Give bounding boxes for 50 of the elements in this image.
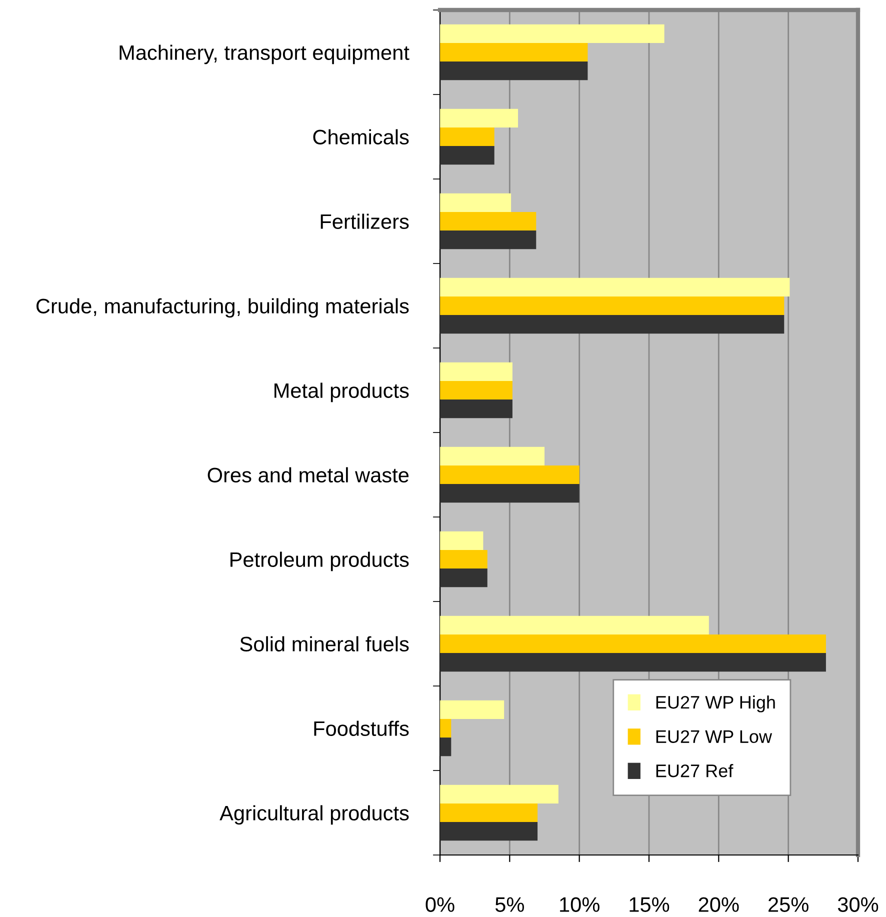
bar xyxy=(440,634,826,654)
legend-label: EU27 Ref xyxy=(656,764,734,778)
x-tick-label: 10% xyxy=(560,897,600,912)
x-tick-label: 20% xyxy=(698,897,739,912)
bar xyxy=(440,380,512,400)
legend-label: EU27 WP Low xyxy=(656,730,772,743)
bar xyxy=(440,550,488,569)
bar xyxy=(440,108,518,128)
y-tick-label: Machinery, transport equipment xyxy=(120,44,410,64)
bar xyxy=(440,531,484,550)
bar xyxy=(440,296,784,316)
bar xyxy=(440,127,494,146)
x-tick-label: 30% xyxy=(838,897,878,912)
y-tick-label: Ores and metal waste xyxy=(208,467,409,483)
bar xyxy=(440,784,558,804)
y-tick-label: Foodstuffs xyxy=(314,720,409,736)
bar xyxy=(440,400,512,418)
x-tick-label: 25% xyxy=(768,897,808,912)
bar xyxy=(440,212,536,231)
x-tick-label: 15% xyxy=(630,897,670,912)
bar xyxy=(440,653,826,672)
bar xyxy=(440,315,784,334)
bar xyxy=(440,700,504,719)
y-tick-label: Agricultural products xyxy=(220,805,409,825)
y-tick-label: Petroleum products xyxy=(230,552,409,572)
y-tick-label: Crude, manufacturing, building materials xyxy=(36,298,409,318)
bar xyxy=(440,465,580,484)
y-tick-label: Chemicals xyxy=(313,129,409,145)
bar xyxy=(440,193,512,212)
bar xyxy=(440,822,538,841)
x-tick-label: 0% xyxy=(426,897,454,912)
y-tick-label: Fertilizers xyxy=(320,214,409,230)
bar xyxy=(440,718,452,738)
y-tick-label: Metal products xyxy=(274,382,409,402)
bar xyxy=(440,446,544,466)
x-tick-label: 5% xyxy=(495,897,524,912)
bar xyxy=(440,230,536,250)
bar xyxy=(440,42,588,62)
bar xyxy=(440,362,512,381)
bar xyxy=(440,146,494,165)
bar xyxy=(440,62,588,80)
y-tick-label: Solid mineral fuels xyxy=(240,636,409,652)
bar xyxy=(440,738,452,756)
bar xyxy=(440,278,790,296)
bar xyxy=(440,24,664,43)
bar xyxy=(440,568,488,588)
bar xyxy=(440,803,538,822)
legend-label: EU27 WP High xyxy=(656,695,775,712)
bar xyxy=(440,616,709,634)
bar xyxy=(440,484,580,503)
